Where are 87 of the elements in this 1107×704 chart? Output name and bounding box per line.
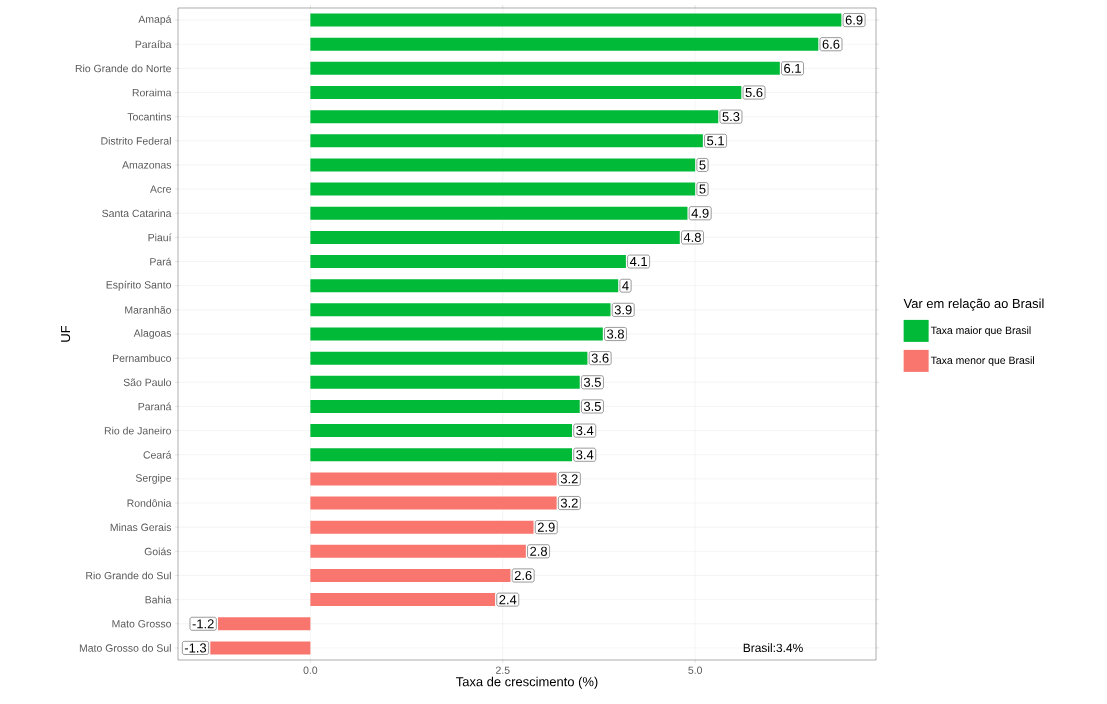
bar: [310, 110, 719, 124]
data-label: 3.9: [614, 305, 632, 315]
legend-label: Taxa maior que Brasil: [930, 326, 1031, 337]
y-tick-label: Tocantins: [127, 112, 172, 121]
y-tick-label: Ceará: [143, 450, 172, 459]
data-label: -1.3: [184, 643, 207, 653]
bar: [310, 399, 580, 413]
y-axis-title: UF: [61, 325, 71, 342]
data-label: 3.6: [591, 353, 609, 363]
data-label: 3.8: [607, 329, 624, 339]
bar: [310, 86, 742, 100]
y-tick-label: Pará: [150, 257, 172, 266]
y-tick-label: Mato Grosso: [112, 620, 172, 628]
y-tick-label: Santa Catarina: [102, 209, 172, 218]
data-label: 4.9: [691, 208, 709, 218]
y-tick-label: Rio Grande do Sul: [86, 571, 171, 580]
bar: [310, 303, 611, 317]
data-label: 4: [622, 281, 629, 291]
bar: [310, 158, 696, 172]
y-tick-label: Rondônia: [127, 499, 172, 507]
y-tick-label: Bahia: [145, 595, 172, 604]
y-tick-label: Amapá: [138, 15, 172, 25]
data-label: 3.5: [583, 401, 601, 412]
x-axis-title: Taxa de crescimento (%): [456, 676, 598, 689]
data-label: 2.8: [530, 546, 547, 556]
bar: [310, 13, 842, 27]
data-label: 6.6: [822, 39, 840, 49]
y-tick-label: Minas Gerais: [110, 523, 172, 532]
data-label: 2.9: [537, 522, 555, 532]
bar: [218, 617, 311, 631]
y-tick-label: Mato Grosso do Sul: [79, 644, 171, 652]
y-tick-label: Roraima: [132, 88, 172, 97]
y-tick-label: São Paulo: [123, 378, 172, 387]
y-tick-label: Rio Grande do Norte: [75, 64, 171, 73]
data-label: 3.4: [576, 426, 594, 436]
x-tick-label: 2.5: [496, 666, 510, 674]
bar: [310, 230, 680, 244]
data-label: 6.1: [784, 63, 801, 73]
data-label: 3.5: [583, 377, 601, 387]
bar: [310, 496, 557, 510]
data-label: 5.3: [722, 112, 740, 122]
y-tick-label: Pernambuco: [113, 354, 172, 362]
y-tick-label: Maranhão: [125, 306, 172, 314]
bar: [210, 641, 311, 655]
bar: [310, 279, 619, 293]
bar: [310, 520, 534, 534]
y-tick-label: Espírito Santo: [106, 280, 172, 291]
y-tick-label: Piauí: [148, 233, 172, 242]
y-tick-label: Sergipe: [135, 474, 172, 484]
data-label: 5: [699, 160, 706, 170]
y-tick-label: Amazonas: [122, 161, 172, 169]
bar: [310, 37, 819, 51]
data-label: 4.1: [629, 257, 647, 266]
data-label: 2.4: [499, 595, 517, 605]
data-label: 5: [699, 184, 706, 194]
x-tick-label: 0.0: [303, 666, 318, 674]
bar: [310, 206, 688, 220]
data-label: -1.2: [192, 619, 214, 629]
legend-label: Taxa menor que Brasil: [930, 356, 1034, 367]
data-label: 3.2: [560, 498, 578, 508]
bar: [310, 182, 696, 196]
y-tick-label: Goiás: [144, 547, 172, 556]
x-tick-label: 5.0: [688, 666, 703, 674]
bar: [310, 593, 496, 607]
bar: [310, 61, 780, 75]
legend-title: Var em relação ao Brasil: [903, 298, 1044, 311]
bar: [310, 568, 511, 582]
y-tick-label: Paraíba: [135, 40, 172, 49]
y-tick-label: Distrito Federal: [101, 136, 171, 145]
y-tick-label: Rio de Janeiro: [104, 426, 172, 435]
bar: [310, 472, 557, 486]
data-label: 3.4: [576, 450, 594, 460]
y-tick-label: Acre: [150, 185, 172, 193]
bar: [310, 424, 573, 438]
bar: [310, 327, 603, 341]
data-label: 5.6: [745, 87, 763, 98]
y-tick-label: Paraná: [138, 402, 172, 411]
data-label: 5.1: [707, 136, 724, 146]
y-tick-label: Alagoas: [133, 329, 172, 339]
annotation: Brasil:3.4%: [743, 643, 803, 653]
data-label: 6.9: [845, 15, 863, 25]
data-label: 4.8: [683, 232, 701, 242]
bar: [310, 351, 588, 365]
data-label: 3.2: [560, 474, 578, 484]
data-label: 2.6: [514, 570, 532, 581]
bar: [310, 448, 573, 462]
bar: [310, 375, 580, 389]
